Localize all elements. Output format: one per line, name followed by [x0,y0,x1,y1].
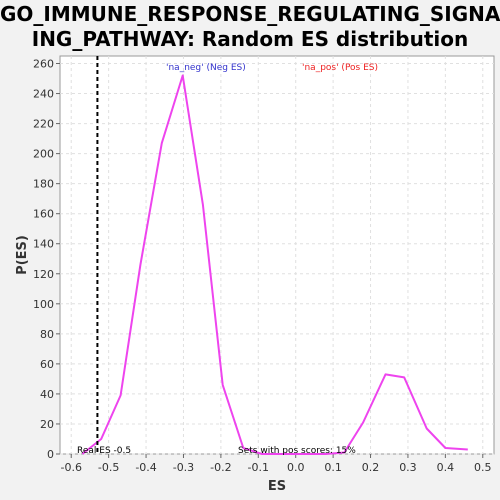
neg-es-label: 'na_neg' (Neg ES) [166,63,246,73]
y-tick-label: 260 [33,58,54,71]
x-tick-label: 0.2 [362,461,380,474]
y-tick-label: 120 [33,268,54,281]
y-tick-label: 0 [47,448,54,461]
y-tick-label: 60 [40,358,54,371]
y-tick-label: 100 [33,298,54,311]
x-axis-label: ES [268,479,286,494]
x-tick-label: 0.4 [437,461,455,474]
y-tick-label: 180 [33,178,54,191]
y-tick-label: 220 [33,118,54,131]
x-tick-label: -0.2 [210,461,231,474]
x-tick-label: 0.3 [399,461,417,474]
y-tick-label: 20 [40,418,54,431]
x-tick-label: 0.0 [287,461,305,474]
x-tick-label: 0.1 [324,461,342,474]
y-tick-label: 160 [33,208,54,221]
x-tick-label: -0.3 [173,461,194,474]
real-es-label: Real ES -0.5 [77,446,131,456]
y-tick-label: 80 [40,328,54,341]
y-tick-label: 200 [33,148,54,161]
x-tick-label: 0.5 [474,461,492,474]
x-tick-label: -0.5 [98,461,119,474]
pos-es-label: 'na_pos' (Pos ES) [302,63,378,73]
x-tick-label: -0.4 [135,461,156,474]
y-axis-ticks: 0 20 40 60 80 100 120 140 160 180 200 220 240 260 [33,58,60,461]
pos-scores-label: Sets with pos scores: 15% [238,446,356,456]
x-axis-ticks: -0.6 -0.5 -0.4 -0.3 -0.2 -0.1 0.0 0.1 0.2 0.3 0.4 0… [60,454,491,474]
x-tick-label: -0.1 [248,461,269,474]
y-tick-label: 240 [33,88,54,101]
x-tick-label: -0.6 [60,461,81,474]
y-axis-label: P(ES) [15,235,30,275]
y-tick-label: 140 [33,238,54,251]
y-tick-label: 40 [40,388,54,401]
